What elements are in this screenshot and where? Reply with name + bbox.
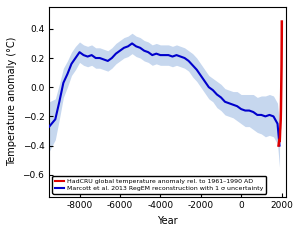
X-axis label: Year: Year bbox=[157, 216, 178, 226]
Legend: HadCRU global temperature anomaly rel. to 1961–1990 AD, Marcott et al. 2013 RegE: HadCRU global temperature anomaly rel. t… bbox=[52, 176, 266, 194]
Y-axis label: Temperature anomaly (°C): Temperature anomaly (°C) bbox=[7, 37, 17, 167]
